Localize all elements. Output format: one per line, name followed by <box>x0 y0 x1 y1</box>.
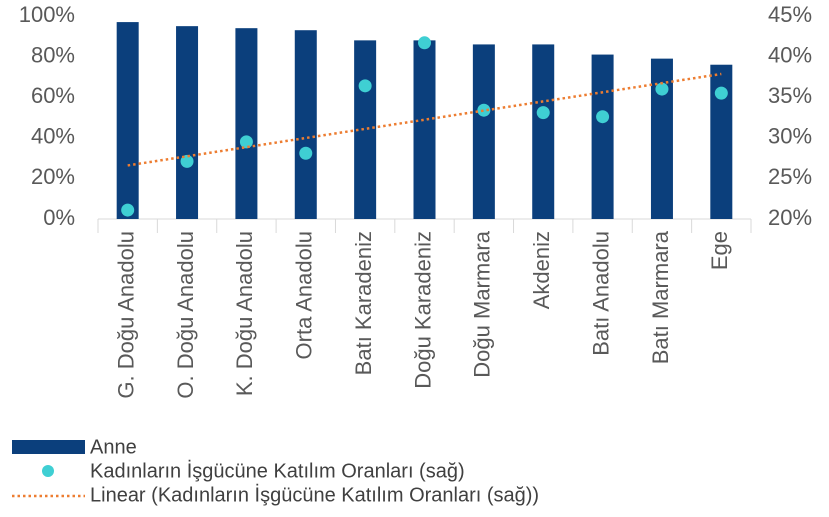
x-tick-label: Doğu Karadeniz <box>410 231 435 389</box>
bar <box>710 64 733 219</box>
scatter-point <box>180 154 194 168</box>
bar <box>591 54 614 219</box>
bar <box>472 44 495 219</box>
y-tick-label: 40% <box>31 124 75 149</box>
x-tick-label: G. Doğu Anadolu <box>113 231 138 399</box>
scatter-point <box>358 79 372 93</box>
trendline <box>127 72 722 167</box>
legend-swatch <box>12 440 85 454</box>
y-tick-label: 0% <box>43 205 75 230</box>
scatter-point <box>121 203 135 217</box>
y-tick-label: 80% <box>31 42 75 67</box>
x-tick-label: Akdeniz <box>529 231 554 309</box>
y2-tick-label: 20% <box>768 205 812 230</box>
scatter-point <box>299 146 313 160</box>
bar <box>116 22 139 220</box>
y-tick-label: 60% <box>31 83 75 108</box>
x-tick-label: Batı Karadeniz <box>351 231 376 375</box>
y2-tick-label: 45% <box>768 2 812 27</box>
scatter-point <box>536 106 550 120</box>
y-tick-label: 100% <box>19 2 75 27</box>
legend-label: Kadınların İşgücüne Katılım Oranları (sa… <box>90 459 465 482</box>
x-tick-label: Batı Marmara <box>648 230 673 364</box>
x-tick-label: O. Doğu Anadolu <box>173 231 198 399</box>
bar <box>294 30 317 220</box>
scatter-point <box>477 103 491 117</box>
bar <box>176 26 199 220</box>
scatter-point <box>596 110 610 124</box>
scatter-point <box>418 36 431 50</box>
scatter-point <box>239 135 253 149</box>
x-tick-label: Batı Anadolu <box>588 231 613 356</box>
bar <box>532 44 555 219</box>
y-tick-label: 20% <box>31 164 75 189</box>
x-tick-label: Doğu Marmara <box>470 230 495 377</box>
y2-tick-label: 35% <box>768 83 812 108</box>
legend-label: Anne <box>90 436 137 458</box>
y2-tick-label: 25% <box>768 164 812 189</box>
bar <box>650 58 673 219</box>
x-tick-label: K. Doğu Anadolu <box>232 231 257 396</box>
x-tick-label: Ege <box>707 231 732 270</box>
bar <box>413 40 436 219</box>
y2-tick-label: 30% <box>768 124 812 149</box>
bar <box>235 28 258 220</box>
y2-tick-label: 40% <box>768 42 812 67</box>
scatter-point <box>714 86 728 100</box>
x-tick-label: Orta Anadolu <box>292 231 317 359</box>
legend-label: Linear (Kadınların İşgücüne Katılım Oran… <box>90 483 539 506</box>
legend-swatch <box>42 465 54 477</box>
scatter-point <box>655 82 669 96</box>
